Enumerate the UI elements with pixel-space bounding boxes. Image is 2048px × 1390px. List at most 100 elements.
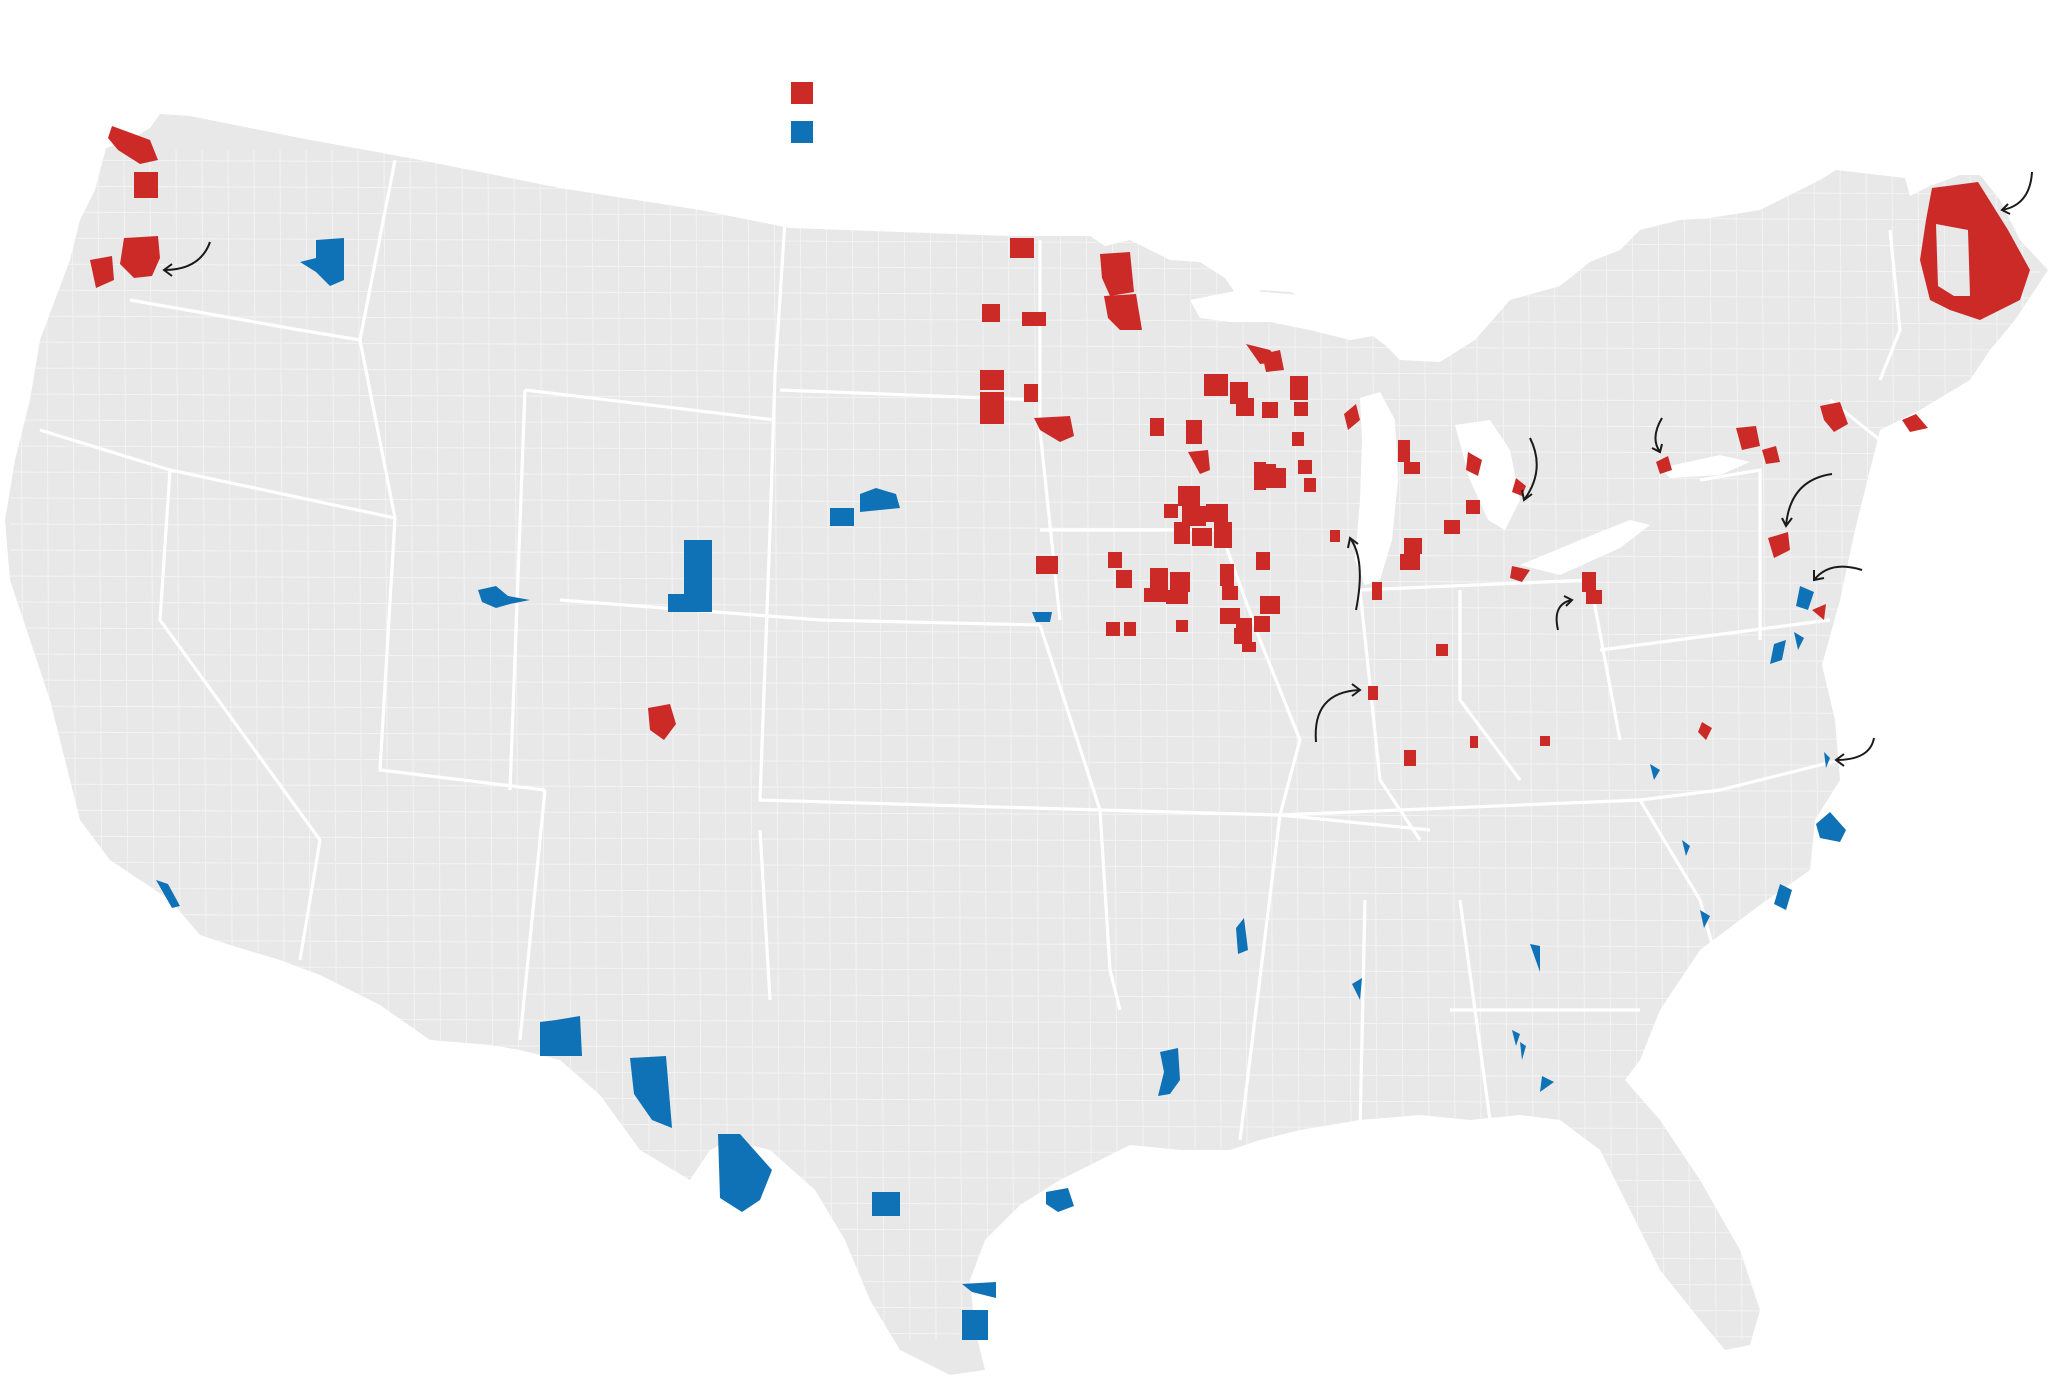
- county-highlight-blue: [962, 1282, 996, 1298]
- county-highlight-red: [1206, 504, 1228, 522]
- county-highlight-red: [1144, 588, 1166, 602]
- county-highlight-red: [1220, 564, 1234, 586]
- state-border: [1638, 799, 1732, 1011]
- county-highlight-blue: [962, 1310, 988, 1340]
- lake-erie: [1520, 520, 1650, 575]
- county-highlight-red: [1470, 736, 1478, 748]
- callout-arrow-head: [2000, 203, 2011, 215]
- callout-arrow: [1835, 737, 1875, 761]
- legend: [791, 82, 813, 143]
- county-highlight-red: [1262, 402, 1278, 418]
- county-highlight-red: [1586, 590, 1602, 604]
- county-highlight-blue: [1794, 632, 1804, 650]
- county-highlight-red: [1656, 456, 1672, 474]
- county-highlight-red: [1298, 460, 1312, 474]
- county-highlight-red: [1254, 616, 1270, 632]
- county-highlight-blue: [1520, 1042, 1526, 1060]
- county-highlight-red: [1262, 350, 1284, 372]
- lake-ontario: [1660, 455, 1750, 478]
- county-highlight-blue: [872, 1192, 900, 1216]
- county-highlight-blue: [830, 508, 854, 526]
- callout-arrow: [1523, 437, 1538, 501]
- great-lakes: [1190, 290, 1750, 585]
- state-border: [758, 829, 772, 1001]
- county-highlight-red: [1736, 426, 1760, 450]
- county-highlight-blue: [668, 540, 712, 612]
- callout-arrow: [1349, 537, 1361, 611]
- callout-arrow-head: [1563, 595, 1574, 607]
- county-highlight-red: [1444, 520, 1460, 534]
- state-border: [559, 598, 1041, 627]
- county-highlight-red: [980, 370, 1004, 390]
- county-highlight-blue: [630, 1056, 672, 1128]
- county-highlight-red: [1372, 582, 1382, 600]
- county-highlight-red: [1436, 644, 1448, 656]
- county-highlight-red: [1290, 376, 1308, 400]
- county-highlight-red: [1466, 452, 1482, 476]
- county-highlight-red: [1812, 604, 1826, 620]
- county-highlight-red: [1582, 572, 1596, 592]
- county-highlight-blue: [1530, 944, 1540, 972]
- county-highlight-red: [1398, 440, 1410, 462]
- state-border: [1038, 624, 1122, 1011]
- callout-arrow-head: [1347, 536, 1359, 549]
- county-highlight-red: [1260, 596, 1280, 614]
- county-highlight-red: [1540, 736, 1550, 746]
- county-highlight-red: [1186, 420, 1202, 444]
- county-highlight-blue: [1650, 764, 1660, 780]
- county-highlight-red: [1188, 450, 1210, 474]
- county-highlight-red: [1242, 642, 1256, 652]
- county-highlight-red: [1024, 384, 1038, 402]
- county-highlight-red: [1166, 590, 1188, 604]
- callout-arrow-head: [1813, 570, 1825, 582]
- state-border: [378, 517, 546, 792]
- county-highlight-red: [1182, 506, 1206, 526]
- county-highlight-red: [120, 236, 160, 278]
- county-highlight-red: [1106, 622, 1120, 636]
- county-highlight-red: [1100, 252, 1134, 296]
- county-highlight-blue: [1032, 612, 1052, 622]
- county-highlight-red: [1108, 552, 1122, 568]
- county-highlight-red: [1234, 628, 1252, 644]
- county-highlight-blue: [1540, 1076, 1554, 1092]
- county-highlight-red: [1274, 468, 1286, 488]
- us-landmass: [5, 114, 2048, 1375]
- county-highlight-blue: [540, 1016, 582, 1056]
- county-highlight-red: [1404, 538, 1422, 554]
- county-highlight-red: [1368, 686, 1378, 700]
- county-highlight-red: [1214, 522, 1232, 548]
- county-highlight-blue: [1352, 978, 1362, 1000]
- county-highlight-red: [1256, 552, 1270, 570]
- county-highlight-blue: [1796, 586, 1814, 610]
- state-border: [129, 298, 361, 342]
- state-border: [1588, 579, 1622, 741]
- county-highlight-red: [1292, 432, 1304, 446]
- state-border: [508, 389, 527, 791]
- state-border: [1218, 529, 1302, 816]
- state-border: [1358, 899, 1367, 1131]
- county-highlight-red: [108, 126, 158, 164]
- county-highlight-red: [1294, 402, 1308, 416]
- lake-superior: [1190, 290, 1380, 340]
- callout-arrow: [1785, 473, 1833, 527]
- callout-arrow: [2001, 171, 2033, 211]
- county-highlight-red: [1174, 522, 1190, 544]
- county-highlight-red: [648, 704, 676, 740]
- county-highlight-red: [1204, 374, 1228, 396]
- callout-arrow: [1555, 599, 1573, 631]
- county-highlight-red: [1164, 504, 1178, 518]
- state-border: [358, 159, 397, 519]
- county-highlight-red: [1124, 622, 1136, 636]
- callout-arrows: [162, 171, 2033, 767]
- state-border: [768, 219, 787, 531]
- county-highlight-red: [1902, 414, 1928, 432]
- county-highlight-red: [1116, 570, 1132, 588]
- callout-arrow-head: [1521, 489, 1533, 502]
- county-highlight-red: [134, 172, 158, 198]
- county-highlight-red: [1762, 446, 1780, 464]
- county-highlight-red: [1236, 398, 1254, 416]
- callout-arrow: [163, 241, 211, 271]
- callout-arrow: [1813, 565, 1863, 581]
- county-highlight-red: [1400, 554, 1420, 570]
